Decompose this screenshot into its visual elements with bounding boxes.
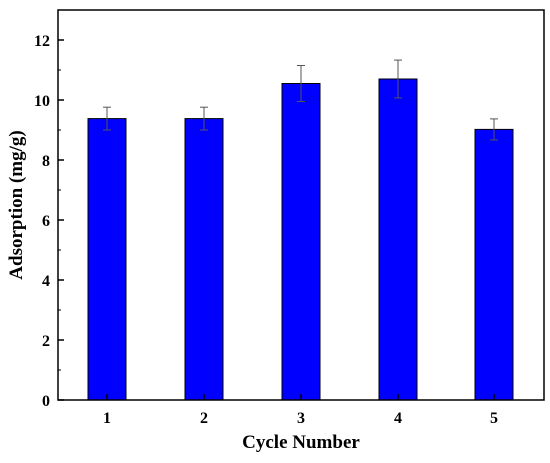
y-tick-label: 2: [42, 333, 50, 350]
y-axis-label: Adsorption (mg/g): [6, 130, 27, 279]
bars-group: [87, 78, 514, 401]
x-axis-ticks: 1 2 3 4 5: [103, 394, 498, 427]
y-tick-label: 4: [42, 273, 50, 290]
x-tick-label: 2: [200, 410, 208, 427]
y-tick-label: 12: [34, 33, 50, 50]
x-tick-label: 1: [103, 410, 111, 427]
x-tick-label: 4: [394, 410, 402, 427]
bar-cycle-2: [184, 118, 224, 401]
error-bars-group: [103, 59, 498, 141]
y-tick-label: 8: [42, 153, 50, 170]
y-axis-ticks: 0 2 4 6 8 10 12: [34, 33, 64, 410]
bar-cycle-4: [378, 78, 418, 401]
y-tick-label: 6: [42, 213, 50, 230]
y-tick-label: 0: [42, 393, 50, 410]
bar-cycle-5: [474, 128, 514, 401]
bar-cycle-3: [281, 83, 321, 401]
y-tick-label: 10: [34, 93, 50, 110]
x-tick-label: 3: [297, 410, 305, 427]
x-axis-label: Cycle Number: [242, 432, 360, 453]
x-tick-label: 5: [490, 410, 498, 427]
bar-cycle-1: [87, 118, 127, 401]
